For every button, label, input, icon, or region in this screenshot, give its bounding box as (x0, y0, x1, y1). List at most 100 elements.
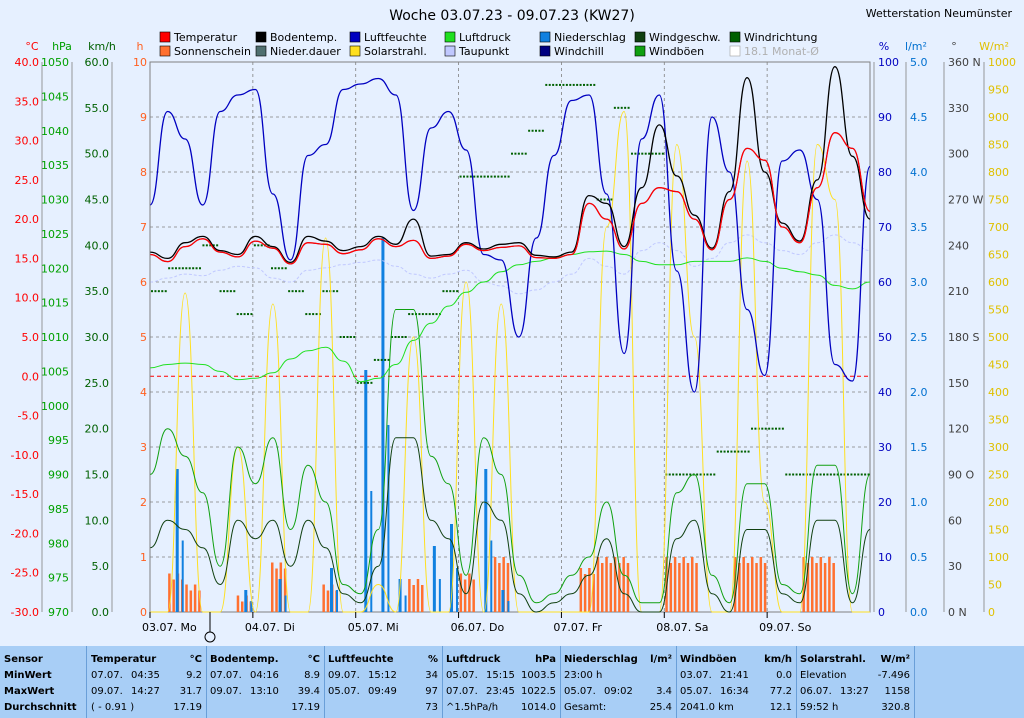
sunshine-bar (506, 563, 510, 612)
sunshine-bar (189, 590, 193, 612)
sunshine-bar (416, 579, 420, 612)
wind-direction-point (617, 106, 620, 109)
legend-label: Windrichtung (744, 31, 817, 44)
legend-swatch (729, 45, 741, 57)
stats-cell-value: 9.2 (186, 670, 202, 681)
wind-direction-point (315, 313, 318, 316)
left-axis-unit: h (137, 40, 144, 53)
sunshine-bar (828, 557, 831, 612)
x-axis-labels: 03.07. Mo 04.07. Di 05.07. Mi 06.07. Do 07.0… (142, 612, 812, 634)
left-axis-tick: 15.0 (85, 469, 110, 482)
left-axis-tick: 970 (48, 606, 69, 619)
right-axis-tick: 0.0 (910, 606, 928, 619)
stats-cell-row: ^1.5hPa/h 1014.0 (446, 701, 556, 715)
sunshine-bar (583, 574, 587, 612)
stats-row-avg-label: Durchschnitt (4, 702, 77, 713)
wind-direction-point (199, 267, 201, 270)
sunshine-bar (412, 585, 415, 612)
stats-col-title: Luftfeuchte (328, 654, 394, 665)
precipitation-bar (501, 590, 505, 612)
sunshine-bar (815, 563, 818, 612)
wind-direction-point (706, 473, 709, 476)
left-axis-tick: 15.0 (15, 252, 40, 265)
precipitation-bar (284, 595, 287, 612)
right-axis-tick: 750 (988, 194, 1009, 207)
stats-col-windb-en: Windböen km/h 03.07. 21:41 0.0 05.07. 16:34 77.… (676, 646, 797, 718)
wind-direction-point (833, 473, 836, 476)
wind-direction-point (377, 358, 380, 361)
wind-direction-point (466, 175, 469, 178)
stats-cell-row: 05.07. 16:34 77.2 (680, 685, 792, 699)
sunshine-bar (236, 595, 240, 612)
precipitation-bar (438, 579, 441, 612)
precipitation-bar (336, 590, 338, 612)
wind-direction-point (613, 106, 616, 109)
left-axis-tick: -30.0 (11, 606, 39, 619)
left-axis-tick: 1015 (41, 297, 69, 310)
wind-direction-point (497, 175, 500, 178)
wind-direction-point (281, 267, 284, 270)
sunshine-bar (759, 557, 763, 612)
stats-cell-value: 1022.5 (521, 686, 556, 697)
wind-direction-point (840, 473, 843, 476)
stats-cell-row: 06.07. 13:27 1158 (800, 685, 910, 699)
wind-direction-point (699, 473, 702, 476)
sunshine-bar (579, 568, 583, 612)
wind-direction-point (418, 313, 421, 316)
right-axis-tick: 250 (988, 469, 1009, 482)
stats-cell-row: 03.07. 21:41 0.0 (680, 669, 792, 683)
stats-col-unit: W/m² (880, 654, 910, 665)
wind-direction-point (504, 175, 507, 178)
wind-direction-point (696, 473, 699, 476)
wind-direction-point (603, 198, 606, 201)
right-axis-tick: 900 (988, 111, 1009, 124)
wind-direction-point (771, 427, 774, 430)
precipitation-bar (387, 425, 390, 612)
stats-col-luftfeuchte: Luftfeuchte% 09.07. 15:12 34 05.07. 09:49 97 73 (324, 646, 443, 718)
legend-label: Windböen (649, 45, 704, 58)
stats-cell-value: 320.8 (881, 702, 910, 713)
wind-direction-point (785, 473, 788, 476)
stats-sensor-header: Sensor (4, 654, 43, 665)
wind-direction-point (274, 267, 277, 270)
left-axis-tick: 10 (133, 56, 147, 69)
sunshine-bar (669, 563, 673, 612)
sunshine-bar (463, 579, 467, 612)
right-axis-tick: 360 N (948, 56, 981, 69)
stats-cell-row: 07.07. 04:35 9.2 (91, 669, 202, 683)
stats-cell-time: 14:27 (131, 686, 160, 697)
stats-cell-date: Elevation (800, 670, 847, 681)
sunshine-bar (678, 563, 681, 612)
sunshine-bar (326, 590, 330, 612)
sunshine-bar (502, 557, 505, 612)
wind-direction-point (219, 290, 222, 293)
wind-direction-point (586, 83, 589, 86)
left-axis-tick: 50.0 (85, 148, 110, 161)
stats-cell-value: 73 (425, 702, 438, 713)
stats-cell-row: 05.07. 09:49 97 (328, 685, 438, 699)
stats-col-header: Temperatur °C (91, 653, 202, 667)
stats-col-unit: °C (307, 654, 320, 665)
wind-direction-point (212, 244, 215, 247)
stats-cell-date: 09.07. (210, 686, 242, 697)
right-axis-tick: 90 O (948, 469, 974, 482)
wind-direction-point (397, 336, 400, 338)
series-line-windgeschw- (149, 437, 871, 613)
right-axis-tick: 0 N (948, 606, 967, 619)
wind-direction-point (346, 336, 349, 338)
wind-direction-point (360, 381, 363, 384)
wind-direction-point (391, 336, 393, 338)
right-axis-tick: 330 (948, 102, 969, 115)
right-axis-tick: 600 (988, 276, 1009, 289)
right-axis-tick: 200 (988, 496, 1009, 509)
wind-direction-point (823, 473, 825, 476)
left-axis-tick: 990 (48, 469, 69, 482)
stats-cell-time: 09:02 (604, 686, 633, 697)
chart-title: Woche 03.07.23 - 09.07.23 (KW27) (389, 8, 635, 24)
right-axis-tick: 90 (878, 111, 892, 124)
right-axis-tick: 950 (988, 84, 1009, 97)
right-axis-tick: 850 (988, 139, 1009, 152)
precipitation-bar (381, 238, 385, 612)
wind-direction-point (305, 313, 308, 316)
sunshine-bar (673, 557, 677, 612)
